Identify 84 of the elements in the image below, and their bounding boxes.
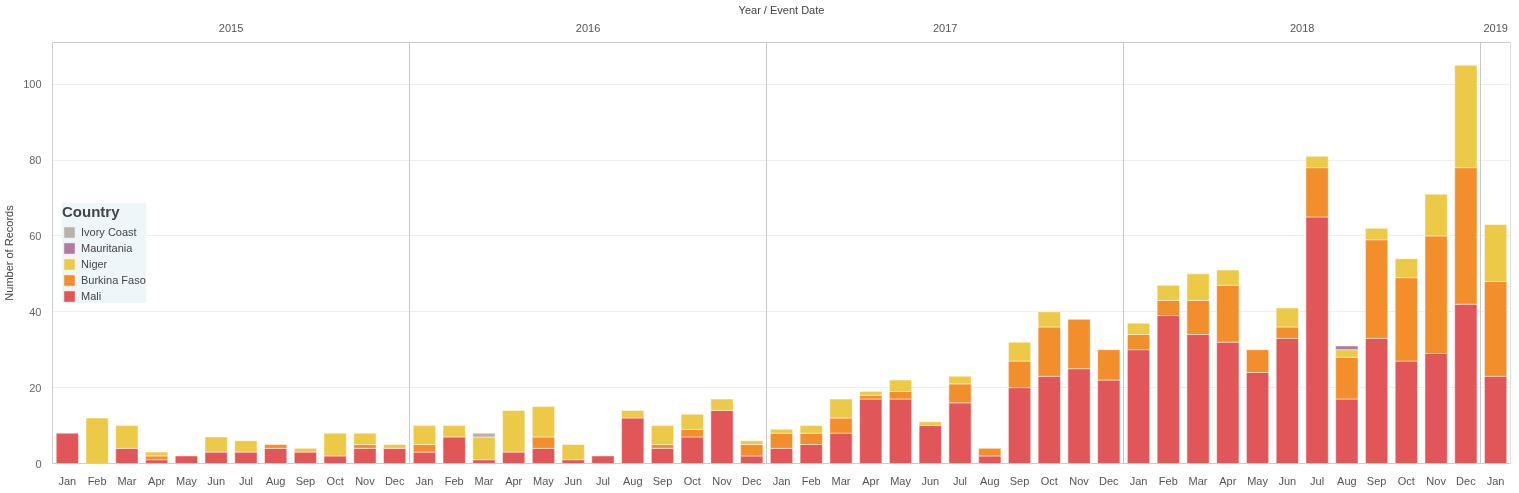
legend-title: Country [62, 202, 121, 220]
legend-label: Ivory Coast [81, 225, 137, 238]
x2-tick-label: 2015 [218, 21, 244, 34]
y-tick-label: 60 [29, 229, 42, 242]
bar [918, 425, 942, 464]
x-tick-label: Feb [1158, 474, 1178, 487]
bar [651, 448, 674, 464]
x-tick-label: Jan [1129, 474, 1148, 487]
x-tick-label: May [176, 474, 198, 487]
x-tick-label: May [890, 474, 912, 487]
y-tick-label: 20 [29, 381, 42, 394]
bar [859, 398, 883, 464]
x-tick-label: Jan [772, 474, 791, 487]
x-tick-label: Jul [953, 474, 968, 487]
x-tick-label: Dec [1099, 474, 1120, 487]
x2-tick-label: 2019 [1483, 21, 1508, 34]
x2-tick-label: 2017 [932, 21, 958, 34]
bar [55, 432, 79, 464]
x-tick-label: Mar [1188, 474, 1208, 487]
x-tick-label: Feb [801, 474, 821, 487]
x-tick-label: Aug [1337, 474, 1357, 487]
bar [145, 451, 169, 457]
x-tick-label: Mar [474, 474, 494, 487]
x-tick-label: Jan [415, 474, 434, 487]
bar [472, 436, 496, 460]
x-tick-label: Apr [1219, 474, 1237, 487]
x-tick-label: May [533, 474, 555, 487]
x-tick-label: Nov [1069, 474, 1090, 487]
x-tick-label: Mar [831, 474, 851, 487]
bar [651, 425, 674, 445]
x-tick-label: Dec [384, 474, 405, 487]
x-tick-label: Jun [207, 474, 226, 487]
x2-axis-title: Year / Event Date [738, 3, 825, 16]
bar [561, 444, 585, 460]
x-tick-label: Aug [622, 474, 643, 487]
x-tick-label: Apr [148, 474, 166, 487]
x-tick-label: May [1247, 474, 1269, 487]
bar [859, 391, 883, 396]
x-tick-label: Feb [444, 474, 464, 487]
y-tick-label: 0 [35, 457, 42, 470]
x-tick-label: Jun [1278, 474, 1297, 487]
bar [353, 432, 377, 445]
legend-label: Mali [81, 289, 102, 302]
bar [264, 448, 288, 464]
x2-tick-label: 2016 [575, 21, 601, 34]
x-tick-label: Apr [862, 474, 880, 487]
x-tick-label: Feb [87, 474, 107, 487]
y-tick-label: 100 [23, 78, 42, 91]
bar [591, 455, 615, 464]
y-tick-label: 40 [29, 305, 42, 318]
x-tick-label: Jul [1310, 474, 1325, 487]
bar [174, 455, 198, 464]
x-tick-label: Aug [265, 474, 286, 487]
y-tick-label: 80 [29, 154, 42, 167]
x-tick-label: Aug [980, 474, 1000, 487]
x-tick-label: Jan [58, 474, 77, 487]
legend-label: Burkina Faso [81, 273, 146, 286]
x-tick-label: Jun [564, 474, 583, 487]
y-axis-title: Number of Records [3, 204, 16, 301]
x-tick-label: Sep [295, 474, 316, 487]
x-tick-label: Jul [595, 474, 610, 487]
x-tick-label: Jun [921, 474, 940, 487]
x-tick-label: Apr [505, 474, 523, 487]
x-tick-label: Sep [652, 474, 673, 487]
bar [383, 448, 407, 464]
x-tick-label: Nov [355, 474, 376, 487]
x-tick-label: Dec [741, 474, 763, 487]
x-tick-label: Oct [683, 474, 701, 487]
x-tick-label: Dec [1456, 474, 1477, 487]
x-tick-label: Oct [326, 474, 344, 487]
x-tick-label: Oct [1397, 474, 1415, 487]
x-tick-label: Nov [1426, 474, 1447, 487]
x-tick-label: Mar [117, 474, 137, 487]
bar [353, 448, 377, 464]
x-tick-label: Sep [1009, 474, 1030, 487]
legend-label: Mauritania [81, 241, 133, 254]
x-tick-label: Jan [1486, 474, 1505, 487]
x-tick-label: Sep [1366, 474, 1387, 487]
legend-label: Niger [81, 257, 108, 270]
x-tick-label: Jul [238, 474, 253, 487]
x-tick-label: Oct [1040, 474, 1058, 487]
x-tick-label: Nov [712, 474, 733, 487]
bar [85, 417, 109, 464]
x2-tick-label: 2018 [1289, 21, 1315, 34]
